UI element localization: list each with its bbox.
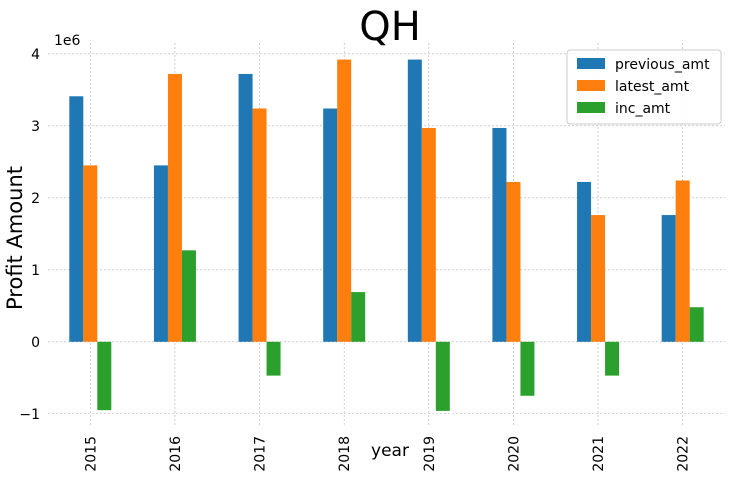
bar-previous_amt [153, 165, 168, 342]
x-tick-label: 2021 [591, 436, 607, 472]
legend-swatch [577, 58, 605, 69]
bar-previous_amt [407, 59, 422, 342]
bar-inc_amt [689, 307, 704, 342]
x-tick-label: 2016 [168, 436, 184, 472]
bar-latest_amt [337, 59, 352, 342]
x-axis-ticks: 2015 2016 2017 2018 2019 2020 2021 2022 [83, 436, 691, 472]
legend-label: latest_amt [615, 79, 690, 95]
x-tick-label: 2015 [83, 436, 99, 472]
bar-latest_amt [675, 180, 690, 342]
x-axis-label: year [371, 441, 409, 461]
bar-inc_amt [435, 341, 450, 411]
bar-previous_amt [492, 127, 507, 342]
bar-latest_amt [421, 127, 436, 342]
bar-latest_amt [83, 165, 98, 342]
y-tick-label: −1 [19, 407, 40, 423]
legend-swatch [577, 102, 605, 113]
bar-previous_amt [69, 96, 84, 342]
bars [69, 59, 704, 411]
bar-previous_amt [661, 215, 676, 342]
bar-latest_amt [591, 215, 606, 342]
x-tick-label: 2017 [253, 436, 269, 472]
y-tick-label: 0 [31, 335, 40, 351]
bar-previous_amt [238, 73, 253, 342]
x-tick-label: 2018 [337, 436, 353, 472]
y-offset-label: 1e6 [54, 33, 81, 49]
bar-inc_amt [266, 341, 281, 376]
bar-inc_amt [605, 341, 620, 376]
legend: previous_amt latest_amt inc_amt [566, 49, 722, 125]
legend-label: inc_amt [615, 101, 671, 117]
bar-inc_amt [97, 341, 112, 411]
y-tick-label: 1 [31, 263, 40, 279]
y-axis-label: Profit Amount [3, 166, 27, 310]
bar-previous_amt [577, 181, 592, 342]
bar-inc_amt [520, 341, 535, 396]
bar-inc_amt [181, 250, 196, 342]
y-tick-label: 3 [31, 119, 40, 135]
x-tick-label: 2019 [422, 436, 438, 472]
legend-label: previous_amt [615, 57, 710, 73]
bar-latest_amt [167, 73, 182, 342]
bar-latest_amt [252, 108, 267, 342]
bar-previous_amt [323, 108, 338, 342]
y-tick-label: 2 [31, 191, 40, 207]
x-tick-label: 2020 [506, 436, 522, 472]
chart-title: QH [359, 4, 421, 50]
x-tick-label: 2022 [676, 436, 692, 472]
bar-inc_amt [351, 292, 366, 342]
y-tick-label: 4 [31, 47, 40, 63]
y-axis-ticks: −1 0 1 2 3 4 [19, 47, 40, 423]
legend-box [566, 49, 722, 125]
legend-swatch [577, 80, 605, 91]
bar-latest_amt [506, 181, 521, 342]
